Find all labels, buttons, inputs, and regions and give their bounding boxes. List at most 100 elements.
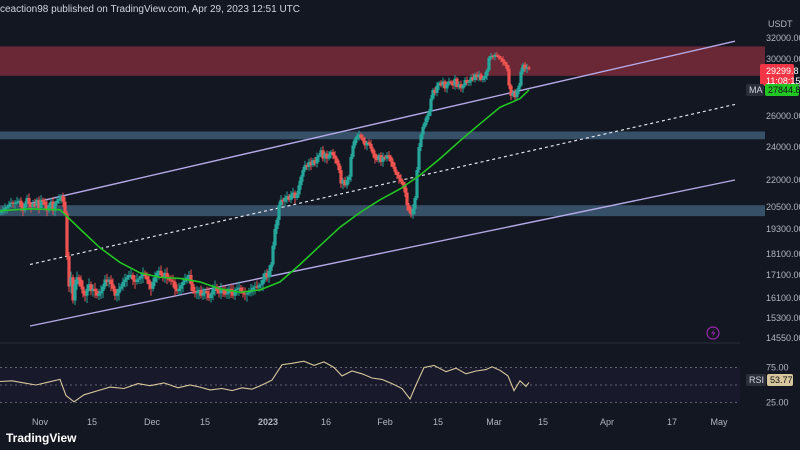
candle-down [369, 143, 373, 149]
candle-down [171, 280, 175, 282]
candle-down [19, 200, 23, 207]
candle-up [7, 204, 11, 207]
candle-down [71, 277, 75, 301]
candle-up [235, 288, 239, 290]
candle-up [469, 77, 473, 82]
candle-up [3, 207, 7, 210]
candle-down [113, 288, 117, 296]
candle-up [9, 202, 13, 205]
candle-up [119, 286, 123, 289]
price-tick-label: 17100.00 [766, 270, 800, 280]
candle-up [99, 291, 103, 294]
candle-up [85, 288, 89, 296]
candle-down [499, 57, 503, 59]
candle-up [177, 288, 181, 292]
time-axis[interactable]: Nov 15 Dec 15 2023 16 Feb 15 Mar 15 Apr 17 May [32, 417, 728, 427]
candle-up [511, 92, 515, 96]
zone-support-upper [0, 131, 765, 140]
candle-up [341, 180, 345, 184]
candle-up [115, 293, 119, 296]
candle-down [51, 201, 55, 211]
candle-down [509, 85, 513, 96]
candle-down [393, 166, 397, 172]
candle-up [377, 155, 381, 161]
time-tick-label: Mar [486, 417, 502, 427]
candle-down [111, 284, 115, 289]
candle-down [363, 140, 367, 146]
candle-up [25, 198, 29, 204]
candle-down [131, 275, 135, 280]
candle-up [327, 155, 331, 159]
rsi-tag-value-box [767, 374, 793, 386]
candle-down [133, 279, 137, 282]
candle-down [149, 284, 153, 289]
candle-up [515, 89, 519, 98]
candle-up [273, 229, 277, 246]
candle-down [475, 74, 479, 78]
candle-up [329, 151, 333, 156]
candle-down [391, 161, 395, 167]
candle-down [217, 291, 221, 294]
candle-down [287, 196, 291, 200]
price-tick-label: 16100.00 [766, 293, 800, 303]
candle-up [311, 160, 315, 166]
candle-up [345, 180, 349, 186]
candle-down [63, 201, 67, 214]
candle-up [73, 284, 77, 301]
candle-up [47, 205, 51, 211]
candle-up [201, 293, 205, 296]
candle-up [183, 279, 187, 282]
candle-up [429, 98, 433, 112]
candle-up [481, 78, 485, 80]
price-zones [0, 46, 765, 217]
candle-up [423, 122, 427, 127]
candle-down [373, 153, 377, 159]
candle-up [247, 292, 251, 294]
price-tick-label: 20500.00 [766, 202, 800, 212]
candle-down [43, 201, 47, 206]
rsi-tag-value: 53.77 [770, 375, 793, 385]
candle-down [81, 286, 85, 294]
candle-down [215, 286, 219, 292]
candle-down [175, 288, 179, 292]
candle-up [141, 272, 145, 277]
candle-down [335, 158, 339, 164]
current-price-tag-box [760, 64, 794, 86]
ma-value-tag: MA 27844.8 [746, 84, 800, 96]
lightning-icon[interactable] [706, 326, 720, 340]
candle-up [151, 281, 155, 289]
candle-countdown: 11:08:15 [766, 76, 800, 86]
candle-down [507, 68, 511, 86]
candle-up [55, 200, 59, 204]
time-tick-label: Feb [377, 417, 393, 427]
candle-up [301, 170, 305, 177]
candle-down [29, 204, 33, 207]
candle-up [245, 293, 249, 295]
candle-down [173, 281, 177, 289]
candle-down [505, 64, 509, 69]
candle-up [137, 278, 141, 280]
candle-down [239, 287, 243, 292]
ma-tag-value: 27844.8 [768, 85, 800, 95]
candle-up [233, 289, 237, 296]
zone-support-lower [0, 205, 765, 217]
candle-down [433, 89, 437, 93]
candle-up [219, 288, 223, 294]
candle-down [11, 202, 15, 204]
candle-up [17, 200, 21, 202]
candle-down [165, 272, 169, 278]
candle-up [195, 292, 199, 294]
time-tick-label: Nov [32, 417, 49, 427]
candle-down [93, 288, 97, 292]
price-tick-label: 19300.00 [766, 224, 800, 234]
candle-down [243, 293, 247, 295]
candle-down [399, 178, 403, 182]
candle-down [491, 55, 495, 57]
candle-up [117, 288, 121, 294]
tradingview-logo[interactable]: TradingView [6, 431, 77, 445]
candle-up [279, 199, 283, 206]
candle-down [265, 272, 269, 278]
candle-up [15, 201, 19, 204]
candle-up [211, 288, 215, 295]
